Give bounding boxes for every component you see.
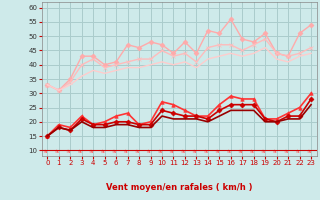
X-axis label: Vent moyen/en rafales ( km/h ): Vent moyen/en rafales ( km/h ) <box>106 183 252 192</box>
